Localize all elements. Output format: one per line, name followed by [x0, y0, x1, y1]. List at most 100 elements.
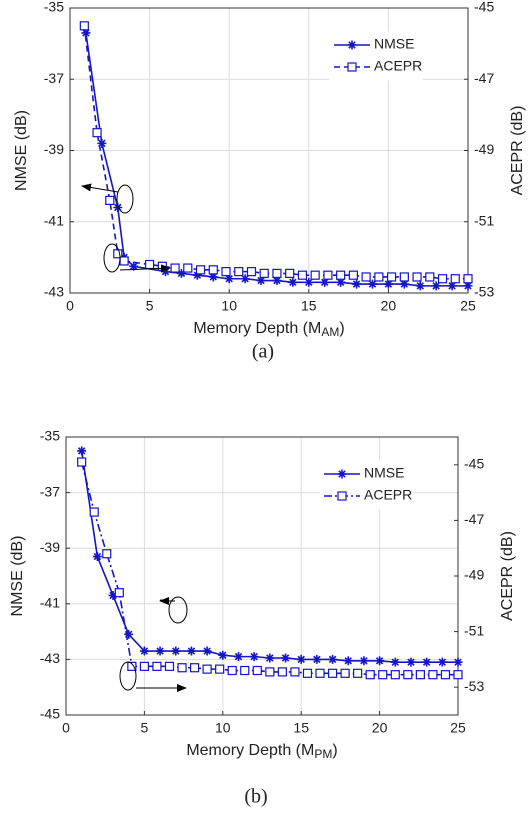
marker-asterisk: [375, 656, 385, 666]
marker-square: [340, 668, 350, 678]
y-tick-label: -41: [40, 595, 60, 611]
x-axis-label-part: Memory Depth (M: [193, 320, 321, 337]
legend-label: ACEPR: [364, 487, 412, 503]
marker-square: [170, 263, 180, 273]
caption: (b): [244, 786, 267, 808]
marker-asterisk: [97, 138, 107, 148]
x-axis-label: Memory Depth (MAM): [193, 320, 344, 339]
marker-asterisk: [218, 650, 228, 660]
marker-asterisk: [390, 657, 400, 667]
marker-asterisk: [296, 654, 306, 664]
y-tick-label: -39: [44, 141, 64, 157]
x-tick-label: 10: [221, 298, 237, 314]
legend-box: [319, 460, 413, 510]
y-tick-label: -35: [44, 0, 64, 15]
marker-square: [302, 668, 313, 678]
marker-square: [215, 664, 225, 674]
marker-asterisk: [81, 28, 91, 38]
marker-square: [227, 665, 237, 676]
marker-square: [386, 272, 397, 282]
marker-square: [119, 256, 129, 266]
annotations: [81, 183, 188, 692]
marker-square: [208, 265, 218, 275]
marker-square: [403, 670, 413, 680]
x-tick-label: 0: [66, 298, 74, 314]
legend-label: ACEPR: [374, 58, 422, 74]
y-tick-label: -45: [40, 706, 60, 722]
x-axis-label-part: Memory Depth (M: [186, 742, 314, 759]
marker-asterisk: [347, 40, 357, 50]
marker-square: [412, 272, 422, 282]
x-axis-label: Memory Depth (MPM): [186, 742, 337, 761]
marker-asterisk: [256, 276, 266, 286]
marker-square: [195, 265, 206, 275]
marker-asterisk: [383, 279, 393, 289]
marker-asterisk: [92, 552, 102, 562]
marker-square: [374, 272, 384, 282]
marker-square: [361, 272, 371, 282]
x-tick-label: 5: [146, 298, 154, 314]
y-tick-label: -37: [40, 483, 60, 499]
marker-asterisk: [447, 281, 457, 291]
marker-asterisk: [352, 279, 362, 289]
axes-frame: [69, 7, 469, 294]
marker-asterisk: [304, 277, 314, 287]
marker-asterisk: [208, 272, 218, 282]
marker-square: [428, 670, 438, 680]
marker-square: [92, 128, 102, 138]
marker-asterisk: [186, 646, 196, 656]
x-axis-label-part: ): [332, 742, 337, 759]
marker-asterisk: [77, 446, 87, 456]
marker-asterisk: [224, 274, 234, 284]
marker-square: [77, 457, 87, 467]
marker-asterisk: [240, 274, 250, 284]
marker-asterisk: [337, 469, 347, 479]
marker-asterisk: [176, 268, 186, 278]
marker-square: [285, 268, 295, 279]
x-tick-label: 20: [372, 720, 388, 736]
marker-square: [272, 268, 282, 279]
marker-square: [105, 195, 115, 205]
marker-square: [127, 661, 137, 671]
marker-asterisk: [415, 281, 425, 291]
marker-square: [202, 664, 212, 674]
legend-box: [329, 31, 423, 81]
marker-square: [221, 267, 231, 277]
y2-axis-label: ACEPR (dB): [499, 531, 516, 621]
marker-square: [450, 274, 460, 284]
marker-asterisk: [336, 277, 346, 287]
marker-asterisk: [328, 654, 338, 664]
marker-asterisk: [129, 261, 139, 271]
marker-asterisk: [437, 657, 447, 667]
marker-asterisk: [155, 646, 165, 656]
marker-asterisk: [192, 270, 202, 280]
marker-square: [246, 267, 257, 277]
y2-tick-label: -45: [474, 0, 494, 15]
annotation-arrow: [119, 264, 171, 273]
marker-asterisk: [272, 276, 282, 286]
marker-square: [183, 263, 193, 273]
y2-tick-label: -53: [474, 284, 494, 300]
marker-square: [323, 270, 333, 280]
x-tick-label: 15: [301, 298, 317, 314]
marker-square: [290, 667, 300, 677]
marker-asterisk: [113, 203, 123, 212]
y-tick-label: -35: [40, 428, 60, 444]
marker-square: [157, 261, 167, 271]
marker-asterisk: [422, 657, 432, 667]
marker-square: [114, 588, 124, 598]
marker-asterisk: [463, 281, 473, 291]
marker-square: [277, 667, 287, 677]
marker-asterisk: [453, 657, 463, 667]
marker-square: [437, 274, 448, 284]
y-tick-label: -39: [40, 539, 60, 555]
marker-square: [152, 661, 162, 671]
x-axis-label-part: AM: [321, 325, 339, 339]
annotation-ellipse: [119, 661, 137, 691]
x-tick-label: 25: [450, 720, 466, 736]
y2-tick-label: -45: [464, 456, 484, 472]
annotation-ellipse: [168, 596, 188, 624]
y2-tick-label: -49: [464, 567, 484, 583]
marker-square: [234, 267, 244, 277]
